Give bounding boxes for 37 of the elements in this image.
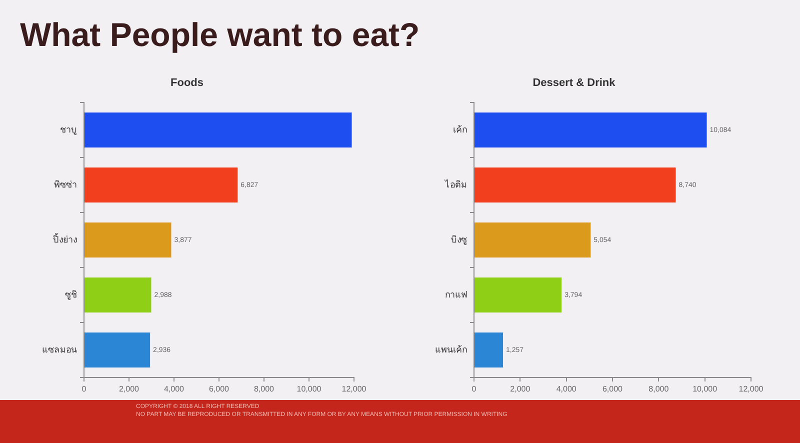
y-tick-label: พิซซ่า	[54, 179, 77, 190]
x-tick-label: 4,000	[164, 384, 185, 394]
chart-title: Dessert & Drink	[532, 77, 616, 89]
x-tick-label: 10,000	[296, 384, 322, 394]
bar	[474, 168, 676, 202]
y-tick-label: บิงซู	[451, 234, 467, 246]
y-tick-label: ปิ้งย่าง	[53, 232, 77, 244]
y-tick-label: ไอติม	[444, 179, 467, 190]
bar	[84, 332, 150, 368]
y-tick-label: ชาบู	[60, 124, 77, 136]
x-tick-label: 2,000	[510, 384, 531, 394]
x-tick-label: 6,000	[208, 384, 230, 394]
x-tick-label: 2,000	[118, 384, 140, 394]
y-tick-label: เค้ก	[453, 124, 467, 134]
x-tick-label: 12,000	[738, 384, 764, 394]
y-tick-label: ซูชิ	[65, 289, 77, 300]
y-tick-label: แซลมอน	[42, 344, 77, 354]
bar	[84, 168, 238, 202]
x-tick-label: 12,000	[342, 384, 367, 394]
bar	[474, 332, 504, 368]
bar	[84, 112, 352, 148]
bar	[84, 278, 152, 312]
y-tick-label: กาแฟ	[445, 289, 467, 300]
x-tick-label: 0	[472, 384, 477, 394]
bar	[474, 112, 707, 148]
x-tick-label: 0	[82, 384, 87, 394]
x-tick-label: 4,000	[556, 384, 577, 394]
bar	[474, 278, 562, 312]
x-tick-label: 6,000	[602, 384, 624, 394]
bar	[84, 222, 172, 258]
chart-subtitle: Foods	[170, 77, 204, 89]
chart-title: What People want to eat?	[20, 16, 420, 54]
x-tick-label: 8,000	[254, 384, 275, 394]
x-tick-label: 8,000	[648, 384, 670, 394]
bar	[474, 222, 591, 258]
y-tick-label: แพนเค้ก	[435, 344, 467, 354]
x-tick-label: 10,000	[692, 384, 718, 394]
